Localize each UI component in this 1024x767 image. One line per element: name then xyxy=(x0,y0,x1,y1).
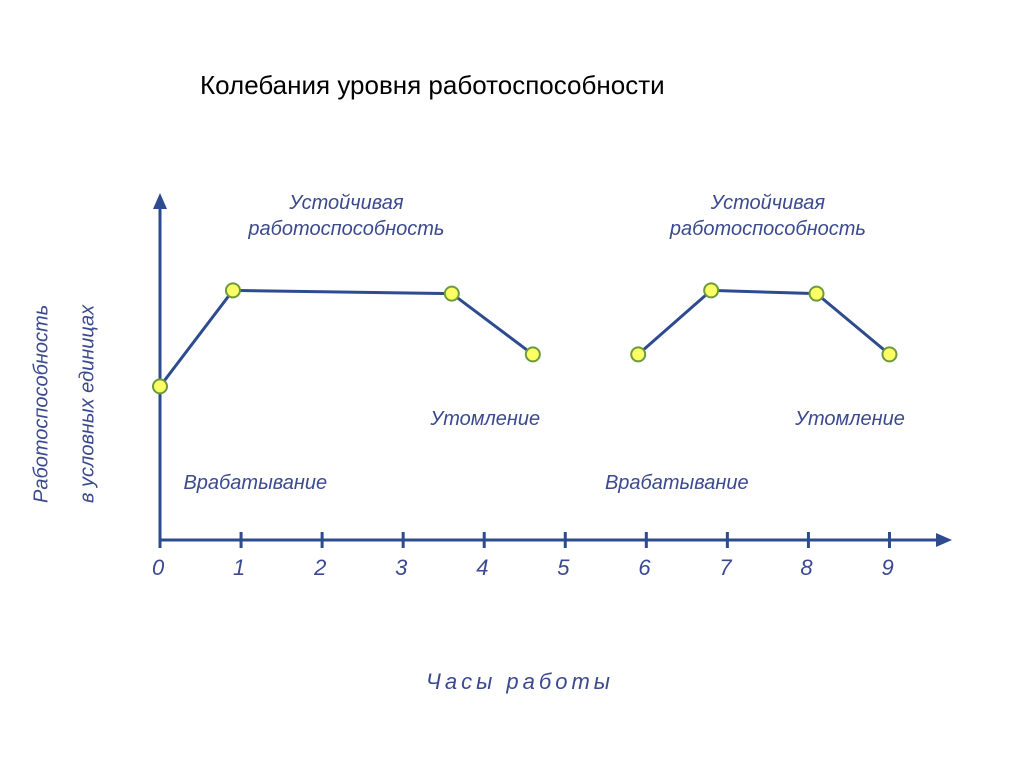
y-axis-label: Работоспособность в условных единицах xyxy=(8,255,123,575)
phase-label: Врабатывание xyxy=(605,470,749,496)
phase-label: Утомление xyxy=(795,406,905,432)
chart-title: Колебания уровня работоспособности xyxy=(200,70,665,101)
x-tick-label: 8 xyxy=(800,555,812,581)
x-tick-label: 3 xyxy=(395,555,407,581)
phase-label: Устойчиваяработоспособность xyxy=(216,190,476,242)
x-tick-label: 6 xyxy=(638,555,650,581)
phase-label: Устойчиваяработоспособность xyxy=(638,190,898,242)
x-tick-label: 2 xyxy=(314,555,326,581)
x-axis-label: Часы работы xyxy=(426,669,614,695)
chart-container: Работоспособность в условных единицах Ча… xyxy=(80,190,960,640)
x-tick-label: 5 xyxy=(557,555,569,581)
x-tick-label: 1 xyxy=(233,555,245,581)
x-tick-label: 9 xyxy=(881,555,893,581)
phase-label: Утомление xyxy=(430,406,540,432)
x-tick-label: 7 xyxy=(719,555,731,581)
phase-label: Врабатывание xyxy=(183,470,327,496)
x-tick-label: 4 xyxy=(476,555,488,581)
x-tick-label: 0 xyxy=(152,555,164,581)
